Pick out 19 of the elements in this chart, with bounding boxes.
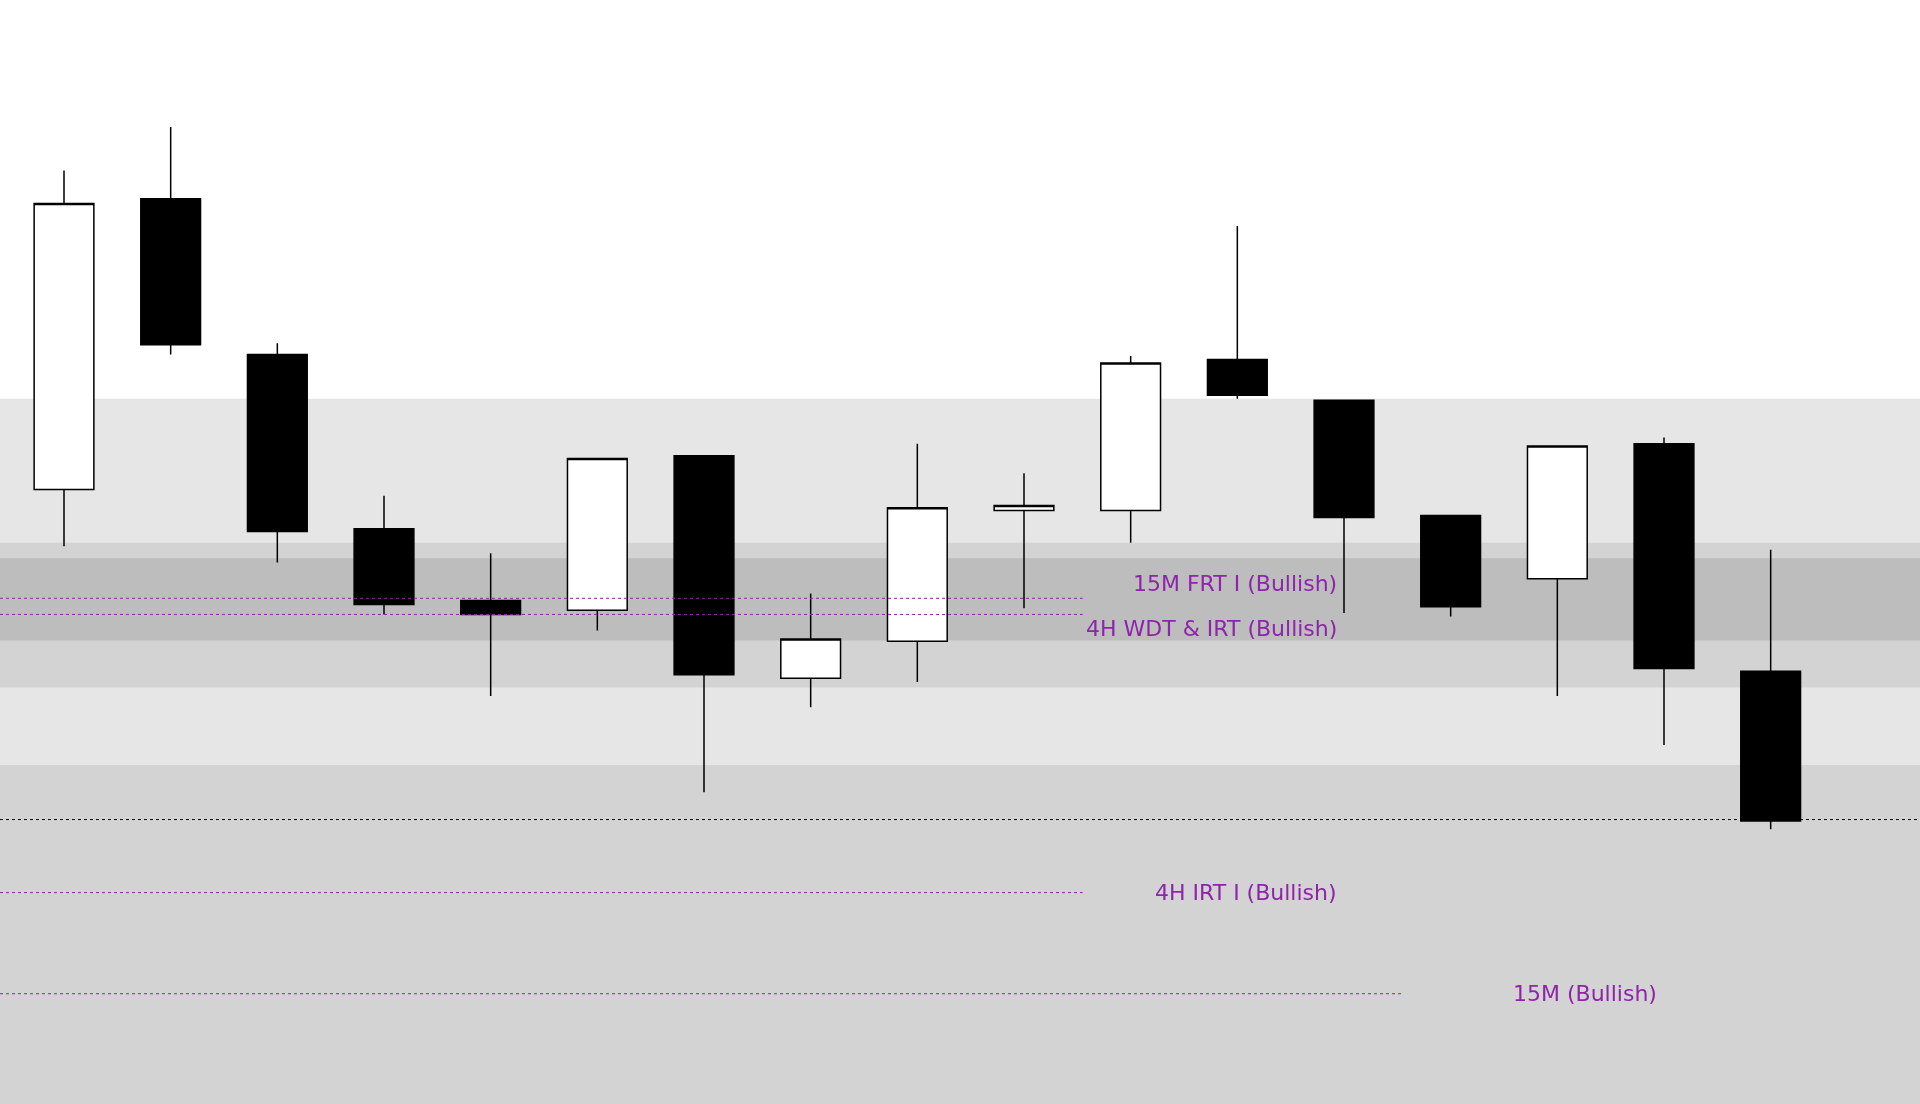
candlestick [1100,355,1162,544]
candlestick [1420,514,1482,618]
candlestick [1526,445,1588,697]
ref-line-label: 15M (Bullish) [1513,981,1657,1006]
candlestick [1633,436,1695,746]
candlestick [140,126,202,356]
ref-line-label: 4H WDT & IRT (Bullish) [1086,616,1338,641]
candlestick [460,552,522,697]
candlestick [33,169,95,548]
candlestick [993,472,1055,609]
candlestick [246,342,308,564]
candlestick [1206,225,1268,400]
candlestick [566,457,628,632]
candlestick [673,454,735,793]
ref-line-label: 15M FRT I (Bullish) [1133,571,1338,596]
candlestick [353,495,415,616]
candlestick [780,592,842,708]
ref-line-label: 4H IRT I (Bullish) [1155,880,1337,905]
candlestick [886,443,948,683]
